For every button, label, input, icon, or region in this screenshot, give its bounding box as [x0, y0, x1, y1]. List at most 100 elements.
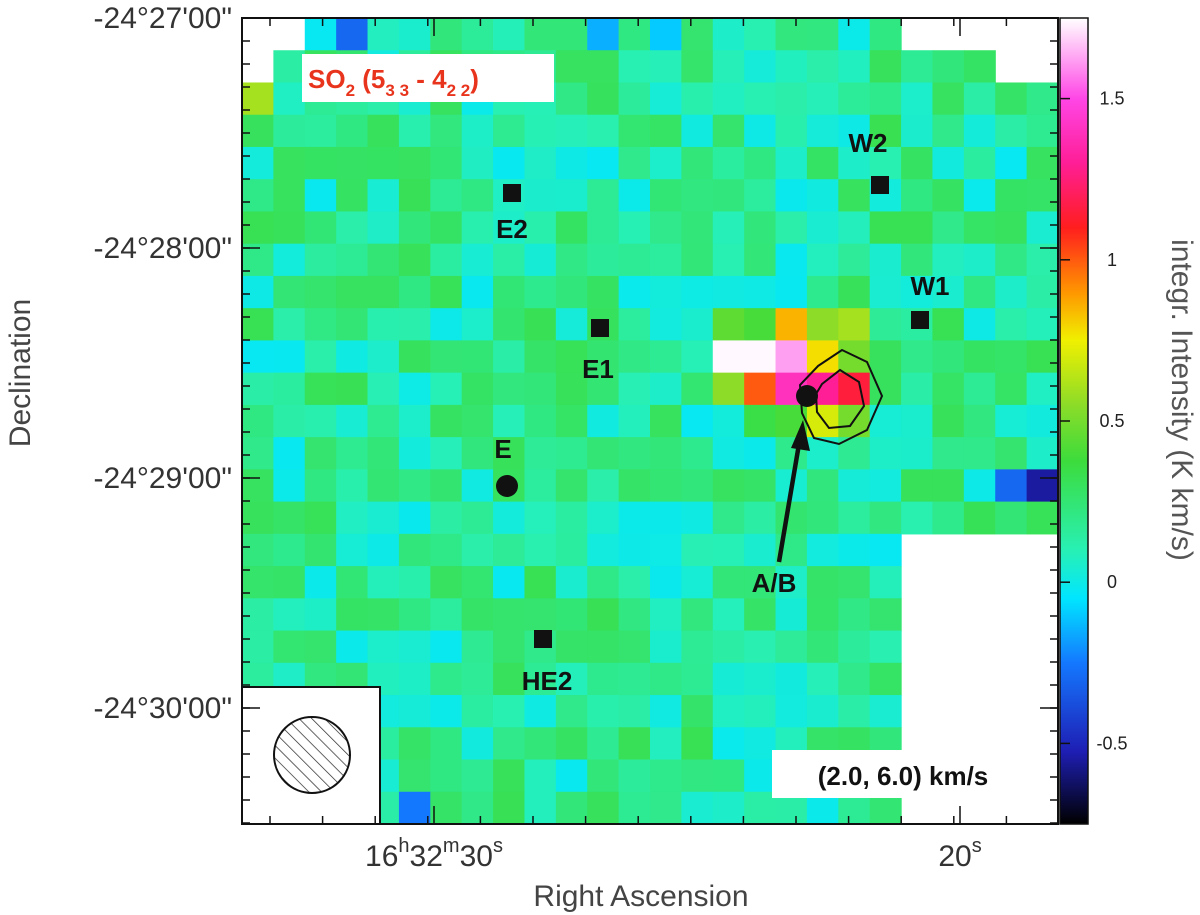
map-pixel: [367, 275, 400, 309]
map-pixel: [775, 630, 808, 664]
map-pixel: [304, 437, 337, 470]
map-pixel: [430, 243, 463, 277]
map-pixel: [618, 372, 651, 406]
map-pixel: [336, 372, 369, 406]
map-pixel: [304, 566, 337, 599]
map-pixel: [650, 791, 682, 824]
map-pixel: [618, 598, 651, 632]
map-pixel: [1026, 146, 1058, 180]
map-pixel: [618, 82, 651, 116]
map-pixel: [712, 308, 745, 341]
map-pixel: [681, 114, 714, 148]
map-pixel: [869, 82, 902, 116]
map-pixel: [555, 759, 588, 793]
axis-ticks: [242, 17, 1058, 824]
y-tick-label: -24°30'00": [94, 692, 232, 725]
map-pixel: [493, 695, 526, 728]
map-pixel: [242, 146, 274, 180]
map-pixel: [524, 662, 557, 696]
map-pixel: [304, 598, 337, 632]
map-pixel: [524, 18, 557, 51]
map-pixel: [712, 501, 745, 535]
map-pixel: [304, 340, 337, 374]
map-pixel: [273, 50, 306, 84]
map-pixel: [555, 791, 588, 824]
map-pixel: [744, 566, 777, 599]
map-pixel: [869, 50, 902, 84]
map-pixel: [681, 404, 714, 438]
map-pixel: [493, 211, 526, 245]
map-pixel: [587, 759, 620, 793]
map-pixel: [398, 533, 431, 567]
beam-inset: [241, 686, 381, 825]
map-pixel: [932, 114, 965, 148]
map-pixel: [555, 146, 588, 180]
source-marker-w2: [871, 176, 889, 194]
map-pixel: [650, 340, 682, 374]
map-pixel: [524, 533, 557, 567]
map-pixel: [430, 630, 463, 664]
map-pixel: [995, 340, 1028, 374]
x-axis-title: Right Ascension: [533, 880, 748, 913]
map-pixel: [618, 404, 651, 438]
map-pixel: [398, 437, 431, 470]
map-pixel: [398, 791, 431, 824]
map-pixel: [744, 211, 777, 245]
map-pixel: [744, 179, 777, 213]
source-label-w1: W1: [911, 271, 950, 301]
map-pixel: [524, 791, 557, 824]
map-pixel: [461, 372, 494, 406]
source-label-he2: HE2: [522, 666, 573, 696]
map-pixel: [963, 179, 996, 213]
map-pixel: [587, 630, 620, 664]
map-pixel: [493, 791, 526, 824]
map-pixel: [618, 50, 651, 84]
map-pixel: [398, 469, 431, 503]
map-pixel: [273, 179, 306, 213]
map-pixel: [555, 695, 588, 728]
map-pixel: [806, 50, 839, 84]
map-pixel: [806, 630, 839, 664]
map-pixel: [336, 114, 369, 148]
map-pixel: [681, 340, 714, 374]
map-pixel: [650, 469, 682, 503]
map-pixel: [744, 662, 777, 696]
map-pixel: [744, 533, 777, 567]
map-pixel: [838, 533, 871, 567]
map-pixel: [775, 114, 808, 148]
map-pixel: [650, 533, 682, 567]
map-pixel: [775, 308, 808, 341]
map-pixel: [838, 114, 871, 148]
map-pixel: [273, 630, 306, 664]
map-pixel: [430, 695, 463, 728]
map-pixel: [336, 501, 369, 535]
map-pixel: [430, 179, 463, 213]
map-pixel: [304, 18, 337, 51]
map-pixel: [681, 598, 714, 632]
map-pixel: [618, 566, 651, 599]
map-pixel: [242, 211, 274, 245]
map-pixel: [555, 82, 588, 116]
molecule-label: SO2 (53 3 - 42 2): [308, 64, 479, 100]
map-pixel: [461, 404, 494, 438]
map-pixel: [869, 469, 902, 503]
map-pixel: [838, 243, 871, 277]
map-pixel: [587, 695, 620, 728]
map-pixel: [242, 404, 274, 438]
ab-arrow-line: [776, 443, 802, 563]
map-pixel: [430, 501, 463, 535]
colorbar-tick-label: 0.5: [1099, 411, 1124, 431]
map-pixel: [461, 791, 494, 824]
map-pixel: [398, 404, 431, 438]
map-pixel: [461, 243, 494, 277]
map-pixel: [1026, 372, 1058, 406]
map-pixel: [304, 469, 337, 503]
map-pixel: [681, 275, 714, 309]
map-pixel: [398, 114, 431, 148]
x-tick-label-20s: 20s: [938, 835, 981, 873]
map-pixel: [555, 566, 588, 599]
velocity-label: (2.0, 6.0) km/s: [818, 761, 989, 791]
map-pixel: [524, 598, 557, 632]
map-pixel: [744, 598, 777, 632]
map-pixel: [932, 179, 965, 213]
